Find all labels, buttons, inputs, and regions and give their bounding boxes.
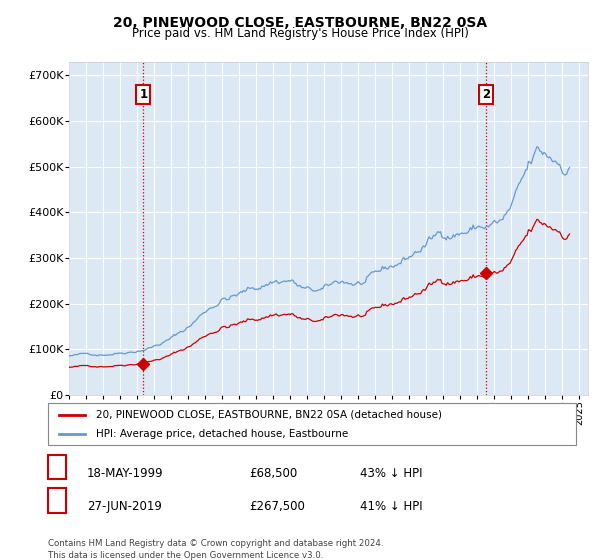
Text: £68,500: £68,500: [249, 466, 297, 480]
Text: 20, PINEWOOD CLOSE, EASTBOURNE, BN22 0SA: 20, PINEWOOD CLOSE, EASTBOURNE, BN22 0SA: [113, 16, 487, 30]
Text: 2: 2: [482, 88, 490, 101]
Text: 1: 1: [53, 466, 61, 480]
Text: 1: 1: [139, 88, 148, 101]
Text: 2: 2: [53, 500, 61, 514]
Text: Contains HM Land Registry data © Crown copyright and database right 2024.
This d: Contains HM Land Registry data © Crown c…: [48, 539, 383, 559]
Text: 20, PINEWOOD CLOSE, EASTBOURNE, BN22 0SA (detached house): 20, PINEWOOD CLOSE, EASTBOURNE, BN22 0SA…: [95, 409, 442, 419]
Text: 41% ↓ HPI: 41% ↓ HPI: [360, 500, 422, 514]
Text: 43% ↓ HPI: 43% ↓ HPI: [360, 466, 422, 480]
Text: £267,500: £267,500: [249, 500, 305, 514]
Text: HPI: Average price, detached house, Eastbourne: HPI: Average price, detached house, East…: [95, 429, 348, 439]
Text: 27-JUN-2019: 27-JUN-2019: [87, 500, 162, 514]
Text: Price paid vs. HM Land Registry's House Price Index (HPI): Price paid vs. HM Land Registry's House …: [131, 27, 469, 40]
Text: 18-MAY-1999: 18-MAY-1999: [87, 466, 164, 480]
